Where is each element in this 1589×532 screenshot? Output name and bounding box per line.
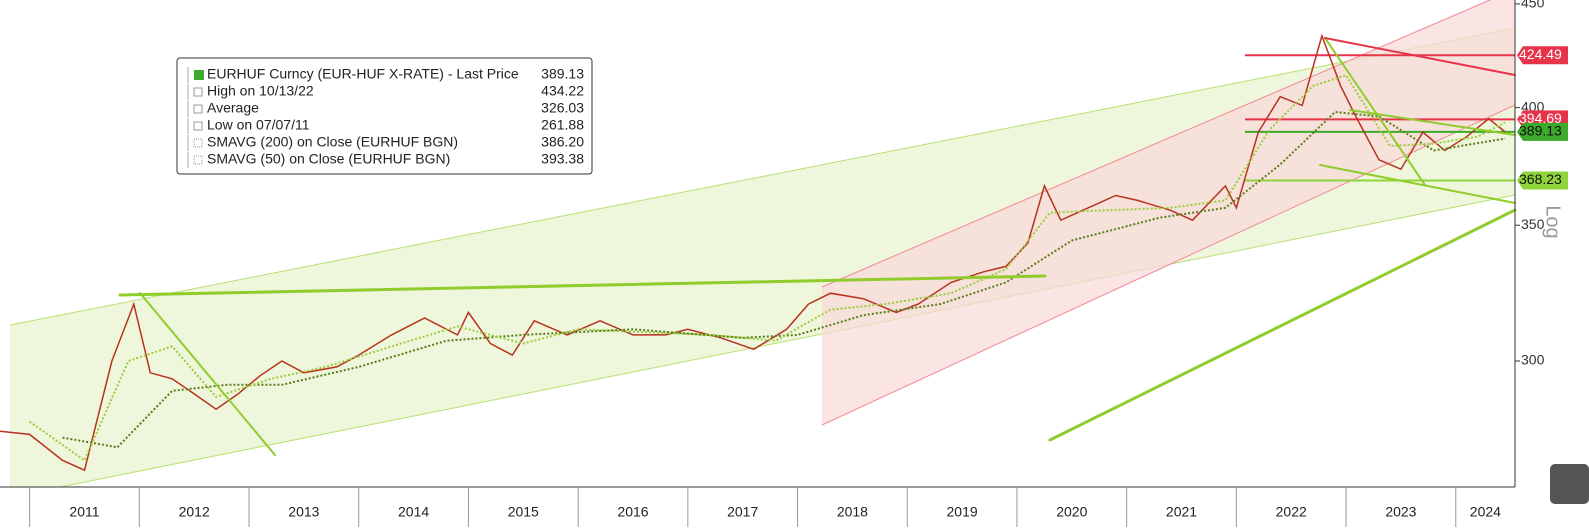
y-tick-label: 300	[1521, 352, 1545, 368]
x-tick-label: 2011	[69, 504, 99, 520]
x-tick-label: 2018	[837, 504, 868, 520]
series-line	[0, 33, 1506, 472]
trend-line	[1324, 37, 1426, 186]
trend-line	[1048, 208, 1517, 442]
legend-label: Average	[207, 100, 259, 116]
legend-label: Low on 07/07/11	[207, 117, 310, 133]
legend-swatch	[194, 70, 204, 80]
x-tick-label: 2021	[1166, 504, 1197, 520]
x-tick-label: 2015	[508, 504, 539, 520]
trend-line	[1349, 109, 1516, 136]
series-line	[29, 74, 1506, 462]
legend-swatch	[193, 121, 203, 131]
legend: EURHUF Curncy (EUR-HUF X-RATE) - Last Pr…	[176, 57, 593, 175]
legend-swatch	[193, 155, 203, 165]
x-tick-label: 2012	[179, 504, 210, 520]
x-tick-label: 2019	[947, 504, 978, 520]
x-tick-label: 2022	[1276, 504, 1307, 520]
legend-label: High on 10/13/22	[207, 83, 314, 99]
channel-line	[9, 27, 1516, 326]
legend-value: 434.22	[541, 83, 584, 99]
scale-label: Log	[1542, 205, 1564, 238]
level-tag	[1517, 46, 1568, 65]
x-tick-label: 2017	[727, 504, 758, 520]
legend-value: 393.38	[541, 151, 584, 167]
x-tick-label: 2024	[1470, 504, 1501, 520]
channel-line	[59, 194, 1516, 488]
y-tick-label: 450	[1521, 0, 1545, 11]
level-tag	[1517, 171, 1568, 190]
trend-line	[1319, 164, 1516, 204]
legend-value: 326.03	[541, 100, 584, 116]
corner-button[interactable]	[1550, 464, 1589, 504]
legend-label: EURHUF Curncy (EUR-HUF X-RATE) - Last Pr…	[207, 66, 519, 82]
trend-line	[139, 292, 276, 456]
legend-value: 261.88	[541, 117, 584, 133]
legend-swatch	[193, 104, 203, 114]
level-label: 389.13	[1519, 123, 1562, 139]
level-label: 368.23	[1519, 171, 1562, 187]
legend-swatch	[193, 138, 203, 148]
y-tick-label: 400	[1521, 98, 1545, 114]
channel-line	[821, 104, 1516, 426]
plot-area	[0, 33, 1515, 472]
green-channel	[10, 28, 1515, 487]
red-channel	[822, 0, 1515, 425]
legend-box	[176, 57, 593, 175]
legend-label: SMAVG (50) on Close (EURHUF BGN)	[207, 151, 450, 167]
trend-line	[1324, 37, 1516, 76]
x-tick-label: 2016	[617, 504, 648, 520]
level-tag	[1517, 122, 1568, 141]
x-tick-label: 2013	[288, 504, 319, 520]
legend-value: 389.13	[541, 66, 584, 82]
trend-lines	[118, 37, 1517, 456]
x-tick-label: 2020	[1056, 504, 1087, 520]
x-tick-label: 2014	[398, 504, 429, 520]
x-tick-label: 2023	[1385, 504, 1416, 520]
legend-value: 386.20	[541, 134, 584, 150]
trend-line	[118, 274, 1047, 297]
y-tick-label: 350	[1521, 216, 1545, 232]
legend-label: SMAVG (200) on Close (EURHUF BGN)	[207, 134, 458, 150]
level-label: 424.49	[1519, 46, 1562, 62]
level-label: 394.69	[1519, 110, 1562, 126]
legend-swatch	[193, 87, 203, 97]
